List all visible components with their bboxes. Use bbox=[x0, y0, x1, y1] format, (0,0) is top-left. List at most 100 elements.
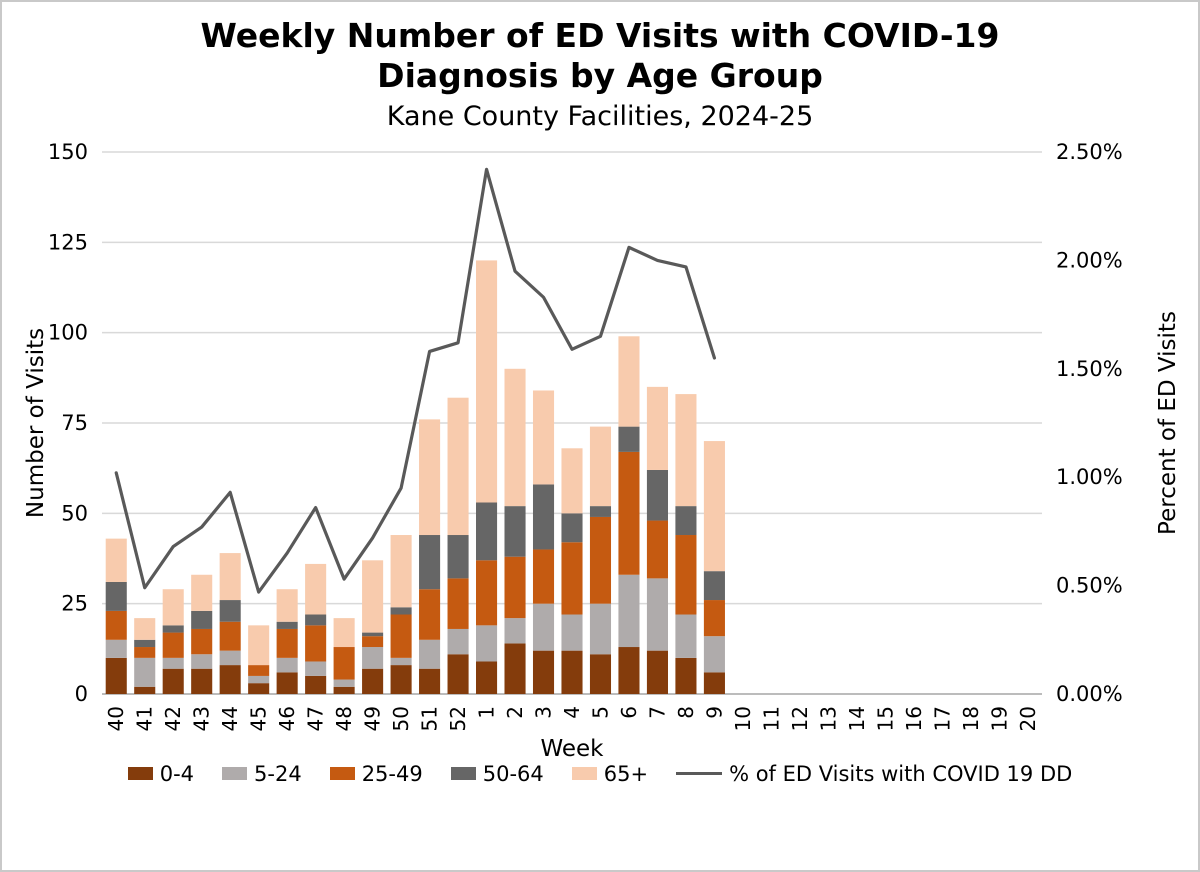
x-tick-label: 43 bbox=[190, 706, 214, 731]
percent-line bbox=[114, 167, 717, 594]
bar-segment-65+ bbox=[333, 617, 355, 647]
chart-plot-area: 02550751001251500.00%0.50%1.00%1.50%2.00… bbox=[23, 140, 1181, 760]
x-tick-label: 10 bbox=[731, 706, 755, 731]
bar-segment-5-24 bbox=[248, 675, 270, 683]
x-tick-label: 47 bbox=[304, 706, 328, 731]
x-tick-label: 4 bbox=[560, 706, 584, 719]
bar-segment-25-49 bbox=[504, 556, 526, 618]
bar-segment-65+ bbox=[561, 447, 583, 513]
y-left-tick-label: 25 bbox=[61, 591, 88, 615]
y-left-tick-label: 100 bbox=[48, 320, 88, 344]
chart-header: Weekly Number of ED Visits with COVID-19… bbox=[2, 2, 1198, 132]
bar-segment-5-24 bbox=[419, 639, 441, 669]
bar-segment-65+ bbox=[305, 563, 327, 615]
x-tick-label: 12 bbox=[788, 706, 812, 731]
legend-item-percent-line: % of ED Visits with COVID 19 DD bbox=[676, 762, 1072, 786]
bar-segment-0-4 bbox=[333, 686, 355, 694]
legend-item-50-64: 50-64 bbox=[450, 762, 544, 786]
bar-segment-65+ bbox=[476, 259, 498, 502]
legend-swatch bbox=[571, 767, 597, 780]
bar-segment-0-4 bbox=[646, 650, 668, 694]
bar-segment-65+ bbox=[703, 440, 725, 571]
x-tick-label: 19 bbox=[987, 706, 1011, 731]
legend-swatch bbox=[329, 767, 355, 780]
bar-segment-5-24 bbox=[561, 614, 583, 651]
x-tick-label: 44 bbox=[218, 706, 242, 731]
y-right-tick-label: 0.00% bbox=[1056, 682, 1123, 706]
x-tick-label: 20 bbox=[1016, 706, 1040, 731]
legend-item-25-49: 25-49 bbox=[329, 761, 423, 786]
bar-segment-25-49 bbox=[191, 628, 213, 654]
bar-segment-0-4 bbox=[703, 671, 725, 694]
bar-segment-0-4 bbox=[276, 671, 298, 694]
bar-segment-25-49 bbox=[589, 516, 612, 604]
x-tick-label: 9 bbox=[702, 706, 726, 719]
bar-segment-0-4 bbox=[561, 650, 583, 694]
bar-segment-0-4 bbox=[532, 650, 555, 694]
bar-segment-5-24 bbox=[134, 657, 156, 687]
bar-segment-5-24 bbox=[191, 653, 213, 669]
bar-segment-25-49 bbox=[532, 548, 555, 604]
bar-segment-0-4 bbox=[191, 668, 213, 694]
x-tick-label: 11 bbox=[759, 706, 783, 731]
y-left-axis-title: Number of Visits bbox=[23, 327, 49, 517]
bar-segment-25-49 bbox=[162, 632, 184, 658]
x-tick-label: 5 bbox=[588, 706, 612, 719]
x-tick-label: 6 bbox=[617, 706, 641, 719]
bar-segment-5-24 bbox=[305, 660, 327, 676]
x-tick-label: 41 bbox=[133, 706, 157, 731]
bar-segment-25-49 bbox=[134, 646, 156, 658]
bar-segment-25-49 bbox=[362, 635, 384, 647]
x-tick-label: 15 bbox=[873, 706, 897, 731]
bar-segment-50-64 bbox=[134, 639, 156, 647]
bar-segment-65+ bbox=[532, 389, 555, 484]
bar-segment-5-24 bbox=[675, 614, 697, 658]
x-tick-label: 3 bbox=[532, 706, 556, 719]
legend-label: % of ED Visits with COVID 19 DD bbox=[729, 761, 1073, 786]
bar-segment-25-49 bbox=[447, 577, 469, 629]
legend-item-65+: 65+ bbox=[571, 762, 648, 786]
bar-segment-25-49 bbox=[561, 541, 583, 615]
bar-segment-25-49 bbox=[618, 451, 640, 575]
x-tick-label: 52 bbox=[446, 706, 470, 731]
bar-segment-50-64 bbox=[419, 534, 441, 589]
bar-segment-0-4 bbox=[390, 664, 412, 694]
y-right-tick-label: 2.50% bbox=[1056, 140, 1123, 164]
bar-segment-5-24 bbox=[447, 628, 469, 654]
bar-segment-5-24 bbox=[105, 639, 127, 658]
bar-segment-50-64 bbox=[362, 632, 384, 636]
legend-swatch bbox=[222, 767, 248, 780]
x-tick-label: 17 bbox=[930, 706, 954, 731]
bar-segment-65+ bbox=[191, 574, 213, 611]
y-left-tick-label: 150 bbox=[48, 140, 88, 164]
bar-segment-5-24 bbox=[276, 657, 298, 672]
y-right-tick-label: 1.00% bbox=[1056, 465, 1123, 489]
bar-segment-50-64 bbox=[162, 624, 184, 633]
bar-segment-25-49 bbox=[219, 621, 241, 651]
chart-legend: 0-4 5-24 25-49 50-64 65+ % of ED Visits with … bbox=[2, 762, 1198, 786]
bar-segment-50-64 bbox=[561, 512, 583, 542]
bar-segment-65+ bbox=[105, 538, 127, 582]
bar-segment-25-49 bbox=[476, 559, 498, 625]
x-tick-label: 1 bbox=[475, 706, 499, 719]
bar-segment-65+ bbox=[419, 418, 441, 535]
bar-segment-65+ bbox=[618, 335, 640, 427]
bar-segment-65+ bbox=[276, 588, 298, 622]
bar-segment-65+ bbox=[675, 393, 697, 506]
bar-segment-5-24 bbox=[333, 679, 355, 687]
y-right-tick-label: 0.50% bbox=[1056, 573, 1123, 597]
bar-segment-50-64 bbox=[589, 505, 612, 517]
legend-label: 25-49 bbox=[361, 761, 423, 786]
bar-segment-0-4 bbox=[476, 660, 498, 694]
bar-segment-5-24 bbox=[219, 650, 241, 665]
bar-segment-50-64 bbox=[646, 469, 668, 521]
bar-segment-50-64 bbox=[447, 534, 469, 578]
bar-segment-0-4 bbox=[134, 686, 156, 694]
bar-segment-5-24 bbox=[162, 657, 184, 669]
x-tick-label: 2 bbox=[503, 706, 527, 719]
bar-segment-0-4 bbox=[305, 675, 327, 694]
bar-segment-25-49 bbox=[646, 520, 668, 578]
bar-segment-50-64 bbox=[618, 426, 640, 452]
bar-segment-0-4 bbox=[589, 653, 612, 694]
bar-segment-50-64 bbox=[105, 581, 127, 611]
